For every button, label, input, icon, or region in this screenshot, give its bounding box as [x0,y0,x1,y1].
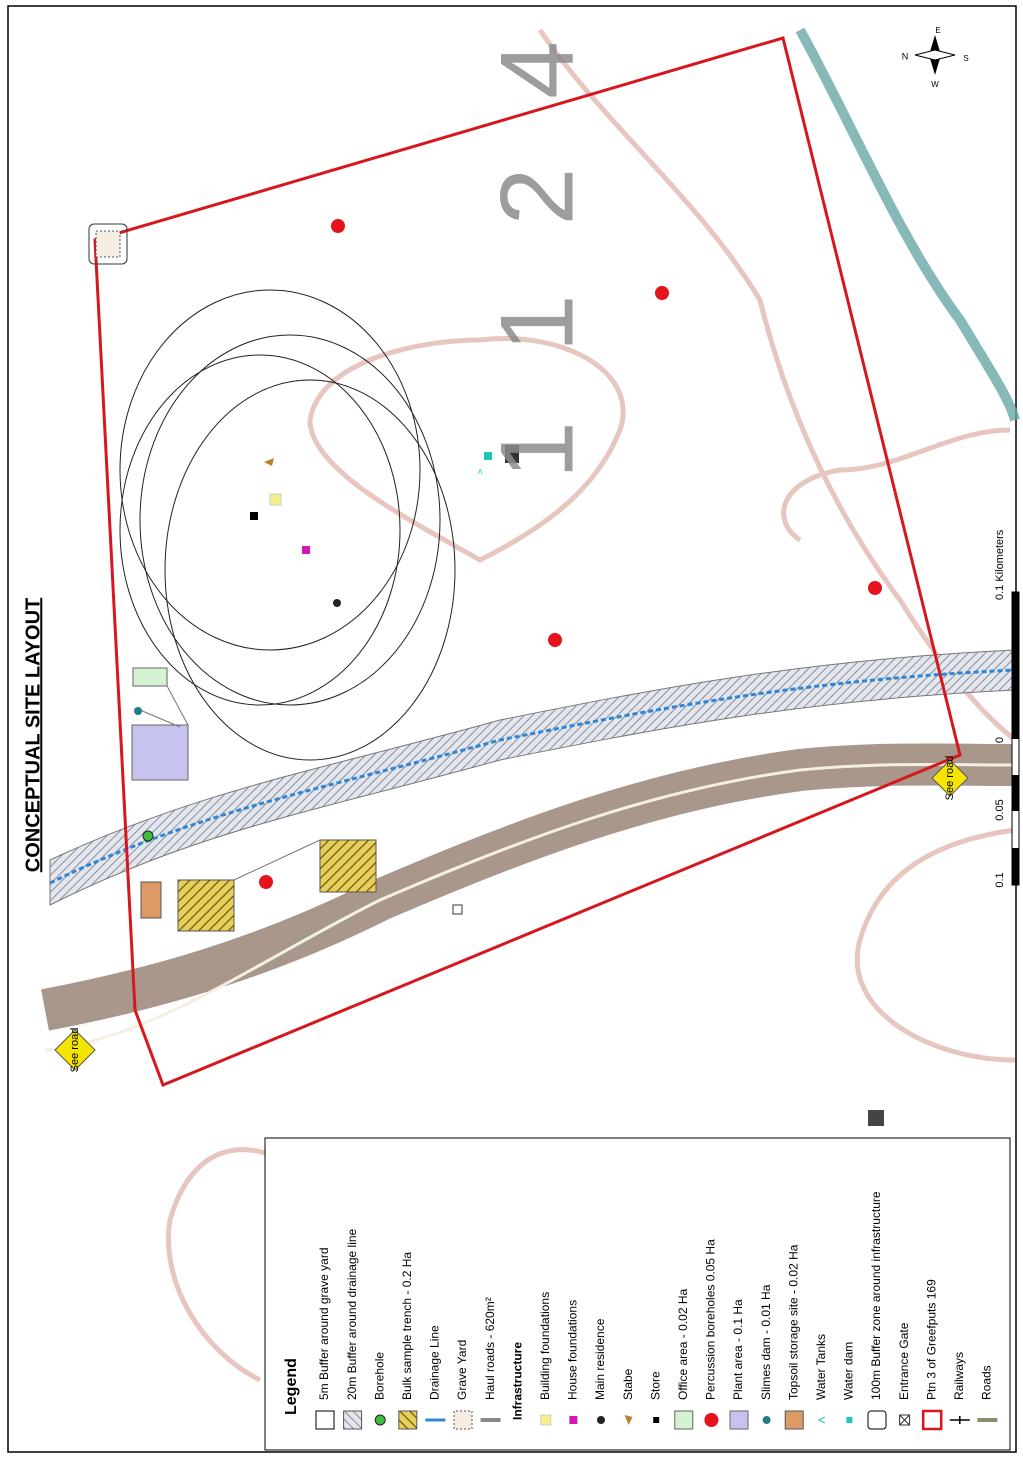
legend-symbol-group [704,1413,718,1427]
legend-symbol-group [730,1411,748,1429]
legend-heading: Infrastructure [510,1342,524,1420]
legend-symbol [785,1411,803,1429]
compass-n: N [902,51,909,61]
road-sign-label: See road [69,1028,81,1073]
farm-number: 1 1 2 4 [479,21,595,479]
legend-label: Drainage Line [428,1325,442,1400]
scale-bar [1012,592,1019,885]
grave-yard [96,231,120,257]
legend-symbol-group [344,1411,362,1429]
legend-symbol [375,1415,385,1425]
legend-symbol-group [675,1411,693,1429]
scale-label: 0.05 [994,799,1006,820]
borehole [143,831,153,841]
compass-s: S [963,54,968,63]
legend-symbol-group [375,1415,385,1425]
legend-label: Percussion boreholes 0.05 Ha [704,1239,718,1400]
legend-symbol-group [569,1416,577,1424]
legend-label: Water dam [842,1342,856,1400]
legend-symbol [569,1416,577,1424]
bulk-trench [178,880,234,931]
office-area [133,668,167,686]
house-foundation [302,546,310,554]
legend-label: Bulk sample trench - 0.2 Ha [400,1252,414,1400]
legend-symbol [846,1417,852,1423]
legend-label: Water Tanks [814,1334,828,1400]
slimes-dam [134,707,142,715]
store [250,512,258,520]
legend-label: Railways [952,1352,966,1400]
legend-item: Infrastructure [510,1342,524,1420]
legend-label: Slimes dam - 0.01 Ha [759,1284,773,1400]
compass-w: W [931,80,939,89]
legend-symbol [730,1411,748,1429]
legend-title: Legend [283,1358,300,1415]
legend-label: Building foundations [538,1292,552,1400]
building-foundation [270,494,281,505]
legend-symbol-group [541,1415,551,1425]
legend-label: Plant area - 0.1 Ha [731,1299,745,1400]
map-feature [868,1110,884,1126]
legend-symbol [597,1416,605,1424]
legend-symbol-group [454,1411,472,1429]
legend-label: 5m Buffer around grave yard [317,1247,331,1400]
map-page: ʌ 1 1 2 4 See road See road N E S W 0.10… [0,0,1023,1459]
topsoil-site [141,882,161,918]
legend-label: Main residence [593,1318,607,1400]
legend-symbol [541,1415,551,1425]
legend-symbol [344,1411,362,1429]
bulk-trench [320,840,376,892]
legend-label: 20m Buffer around drainage line [345,1228,359,1400]
legend-label: Haul roads - 620m² [483,1297,497,1400]
main-residence [333,599,341,607]
legend-label: 100m Buffer zone around infrastructure [869,1191,883,1400]
legend-label: House foundations [566,1300,580,1400]
road-sign-label: See road [944,756,956,801]
scale-label: 0.1 [994,872,1006,887]
legend-symbol-group [316,1411,334,1429]
legend-label: Roads [980,1365,994,1400]
scale-label: 0.1 Kilometers [994,529,1006,600]
legend-symbol [704,1413,718,1427]
plant-area [132,725,188,780]
legend-symbol-group [399,1411,417,1429]
legend-symbol [763,1416,771,1424]
scale-label: 0 [994,737,1006,743]
legend-symbol [454,1411,472,1429]
legend-label: Topsoil storage site - 0.02 Ha [786,1244,800,1400]
legend-label: Grave Yard [455,1340,469,1400]
legend-symbol [653,1417,659,1423]
legend-symbol-group [597,1416,605,1424]
title: CONCEPTUAL SITE LAYOUT [22,598,44,872]
legend-item: Percussion boreholes 0.05 Ha [704,1239,719,1427]
legend-label: Stabe [621,1368,635,1400]
compass-e: E [935,26,940,35]
legend-box [265,1138,1010,1450]
legend-symbol-group [785,1411,803,1429]
legend-symbol-group [868,1411,886,1429]
legend-symbol-group [653,1417,659,1423]
legend-label: Store [648,1371,662,1400]
legend-label: Entrance Gate [897,1322,911,1400]
legend-label: Borehole [372,1352,386,1400]
legend-label: Office area - 0.02 Ha [676,1289,690,1400]
legend-symbol [399,1411,417,1429]
legend-symbol-group [763,1416,771,1424]
legend-symbol [868,1411,886,1429]
legend-label: Ptn 3 of Greefputs 169 [924,1279,938,1400]
legend-symbol [675,1411,693,1429]
legend-symbol-group [846,1417,852,1423]
legend-symbol [316,1411,334,1429]
